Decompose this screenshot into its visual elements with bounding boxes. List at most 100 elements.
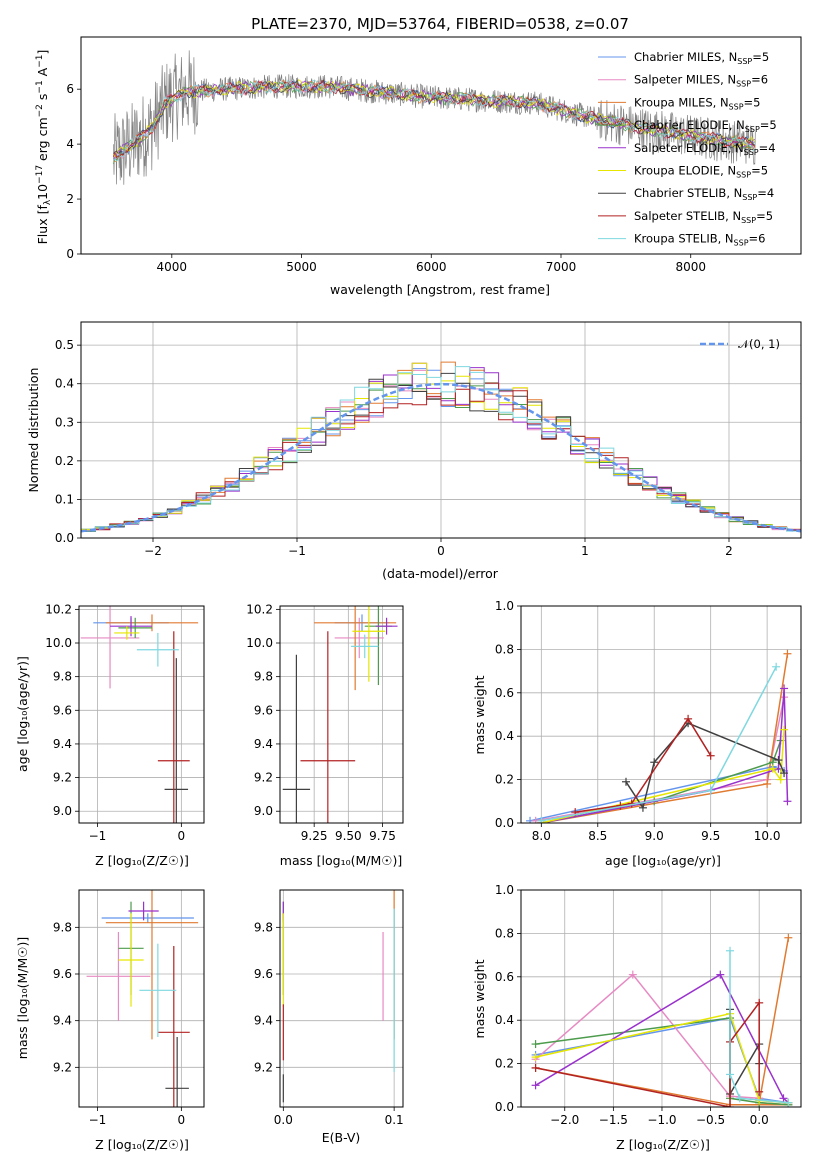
y-tick-label: 9.4 bbox=[53, 737, 72, 751]
ylabel-part: ] bbox=[35, 50, 50, 55]
legend-label: Salpeter MILES, NSSP=6 bbox=[634, 73, 768, 89]
y-tick-label: 9.2 bbox=[254, 771, 273, 785]
x-tick-label: 7000 bbox=[546, 260, 577, 274]
ylabel-sup: −1 bbox=[35, 55, 45, 68]
y-tick-label: 4 bbox=[66, 137, 74, 151]
y-tick-label: 0.4 bbox=[55, 377, 74, 391]
x-tick-label: 8000 bbox=[675, 260, 706, 274]
legend-label: Kroupa STELIB, NSSP=6 bbox=[634, 232, 765, 248]
legend-label: Chabrier MILES, NSSP=5 bbox=[634, 50, 769, 66]
y-tick-label: 0.0 bbox=[495, 1100, 514, 1114]
marks bbox=[282, 606, 398, 823]
legend-count: =4 bbox=[759, 141, 776, 155]
legend-count: =4 bbox=[757, 186, 774, 200]
model-spectrum-salpeter-stelib bbox=[113, 79, 756, 159]
age-vs-z-plot-area: −1 0 9.0 9.2 9.4 9.6 9.8 10.0 10.2 bbox=[45, 602, 205, 843]
ylabel-part: A bbox=[35, 67, 50, 80]
legend-count: =5 bbox=[760, 118, 777, 132]
legend-subscript: SSP bbox=[744, 148, 759, 157]
y-tick-label: 0 bbox=[66, 247, 74, 261]
legend-label: Kroupa MILES, NSSP=5 bbox=[634, 95, 760, 111]
y-tick-label: 9.2 bbox=[53, 771, 72, 785]
x-tick-label: 5000 bbox=[286, 260, 317, 274]
y-tick-label: 10.2 bbox=[246, 602, 273, 616]
x-tick-label: 8.0 bbox=[532, 829, 551, 843]
y-tick-label: 9.2 bbox=[53, 1060, 72, 1074]
x-tick-label: 0.0 bbox=[274, 1113, 293, 1127]
x-tick-label: −1.5 bbox=[599, 1113, 628, 1127]
legend-subscript: SSP bbox=[736, 171, 751, 180]
grid-lines bbox=[280, 606, 403, 823]
marks bbox=[80, 606, 199, 823]
x-tick-label: 9.0 bbox=[645, 829, 664, 843]
mass-weight-vs-age-xlabel: age [log₁₀(age/yr)] bbox=[605, 853, 721, 868]
y-tick-label: 9.8 bbox=[254, 920, 273, 934]
ylabel-part: 10 bbox=[35, 184, 50, 200]
legend-subscript: SSP bbox=[742, 193, 757, 202]
legend-label: Chabrier ELODIE, NSSP=5 bbox=[634, 118, 777, 134]
legend-normal-label: 𝒩(0, 1) bbox=[738, 337, 780, 351]
grid-lines bbox=[79, 890, 204, 1107]
ylabel-part: Flux [f bbox=[35, 205, 50, 245]
x-tick-label: 9.5 bbox=[701, 829, 720, 843]
axes-frame bbox=[80, 321, 802, 539]
y-tick-label: 9.0 bbox=[53, 804, 72, 818]
mass-vs-ebv-xlabel: E(B-V) bbox=[322, 1130, 361, 1145]
x-tick-label: 0.0 bbox=[750, 1113, 769, 1127]
axes-frame bbox=[80, 36, 802, 255]
x-tick-label: 2 bbox=[725, 544, 733, 558]
ticks: −1 0 9.0 9.2 9.4 9.6 9.8 10.0 10.2 bbox=[45, 602, 185, 843]
y-tick-label: 9.4 bbox=[53, 1014, 72, 1028]
histogram-step-series bbox=[81, 382, 801, 538]
axes-frame bbox=[78, 605, 205, 824]
legend-count: =5 bbox=[752, 50, 769, 64]
histogram-step-series bbox=[81, 366, 801, 538]
spectrum-plot-area: 4000 5000 6000 7000 8000 0 2 4 6 bbox=[66, 36, 802, 274]
marks bbox=[113, 50, 756, 185]
x-tick-label: −2 bbox=[144, 544, 162, 558]
mass-vs-ebv-panel: 0.0 0.1 9.2 9.4 9.6 9.8 E(B-V) bbox=[254, 889, 404, 1145]
weight-line-kroupa-elodie bbox=[541, 729, 785, 823]
legend-name: Salpeter ELODIE, N bbox=[634, 141, 744, 155]
y-tick-label: 9.6 bbox=[254, 703, 273, 717]
age-vs-mass-xlabel: mass [log₁₀(M/M☉)] bbox=[280, 853, 402, 868]
legend-label: Chabrier STELIB, NSSP=4 bbox=[634, 186, 774, 202]
mass-vs-z-xlabel: Z [log₁₀(Z/Z☉)] bbox=[95, 1137, 189, 1152]
y-tick-label: 9.6 bbox=[53, 703, 72, 717]
ylabel-sup: −1 bbox=[35, 80, 45, 93]
mass-vs-z-ylabel: mass [log₁₀(M/M☉)] bbox=[15, 937, 30, 1059]
ticks: −1 0 9.2 9.4 9.6 9.8 bbox=[53, 920, 185, 1127]
legend-name: Salpeter MILES, N bbox=[634, 73, 736, 87]
legend-name: Chabrier MILES, N bbox=[634, 50, 737, 64]
x-tick-label: 0 bbox=[178, 1113, 186, 1127]
y-tick-label: 9.6 bbox=[53, 967, 72, 981]
y-tick-label: 1.0 bbox=[495, 599, 514, 613]
age-vs-mass-plot-area: 9.25 9.50 9.75 9.0 9.2 9.4 9.6 9.8 10.0 10.2 bbox=[246, 602, 404, 843]
ylabel-sup: −2 bbox=[35, 104, 45, 117]
y-tick-label: 0.6 bbox=[495, 970, 514, 984]
y-tick-label: 0.2 bbox=[55, 454, 74, 468]
y-tick-label: 10.0 bbox=[246, 636, 273, 650]
mass-vs-z-panel: −1 0 9.2 9.4 9.6 9.8 Z [log₁₀(Z/Z☉)] mass [lo… bbox=[15, 889, 205, 1152]
weight-line-kroupa-stelib bbox=[729, 950, 789, 1104]
y-tick-label: 0.2 bbox=[495, 773, 514, 787]
ticks: 8.0 8.5 9.0 9.5 10.0 0.0 0.2 0.4 0.6 0.8 1.0 bbox=[495, 599, 781, 843]
x-tick-label: 9.75 bbox=[369, 829, 396, 843]
x-tick-label: 10.0 bbox=[754, 829, 781, 843]
legend-count: =5 bbox=[756, 209, 773, 223]
y-tick-label: 9.8 bbox=[53, 670, 72, 684]
ylabel-sup: −17 bbox=[35, 165, 45, 184]
histogram-ylabel: Normed distribution bbox=[26, 368, 41, 493]
spectrum-title: PLATE=2370, MJD=53764, FIBERID=0538, z=0… bbox=[251, 15, 629, 33]
y-tick-label: 9.4 bbox=[254, 737, 273, 751]
legend-subscript: SSP bbox=[741, 216, 756, 225]
legend-label: Salpeter ELODIE, NSSP=4 bbox=[634, 141, 776, 157]
model-spectrum-chabrier-stelib bbox=[113, 79, 756, 156]
x-tick-label: 0 bbox=[437, 544, 445, 558]
y-tick-label: 0.0 bbox=[55, 531, 74, 545]
legend-name: Kroupa ELODIE, N bbox=[634, 164, 736, 178]
weight-line-salpeter-miles bbox=[535, 973, 760, 1100]
mass-vs-ebv-plot-area: 0.0 0.1 9.2 9.4 9.6 9.8 bbox=[254, 889, 404, 1127]
histogram-xlabel: (data-model)/error bbox=[382, 566, 499, 581]
